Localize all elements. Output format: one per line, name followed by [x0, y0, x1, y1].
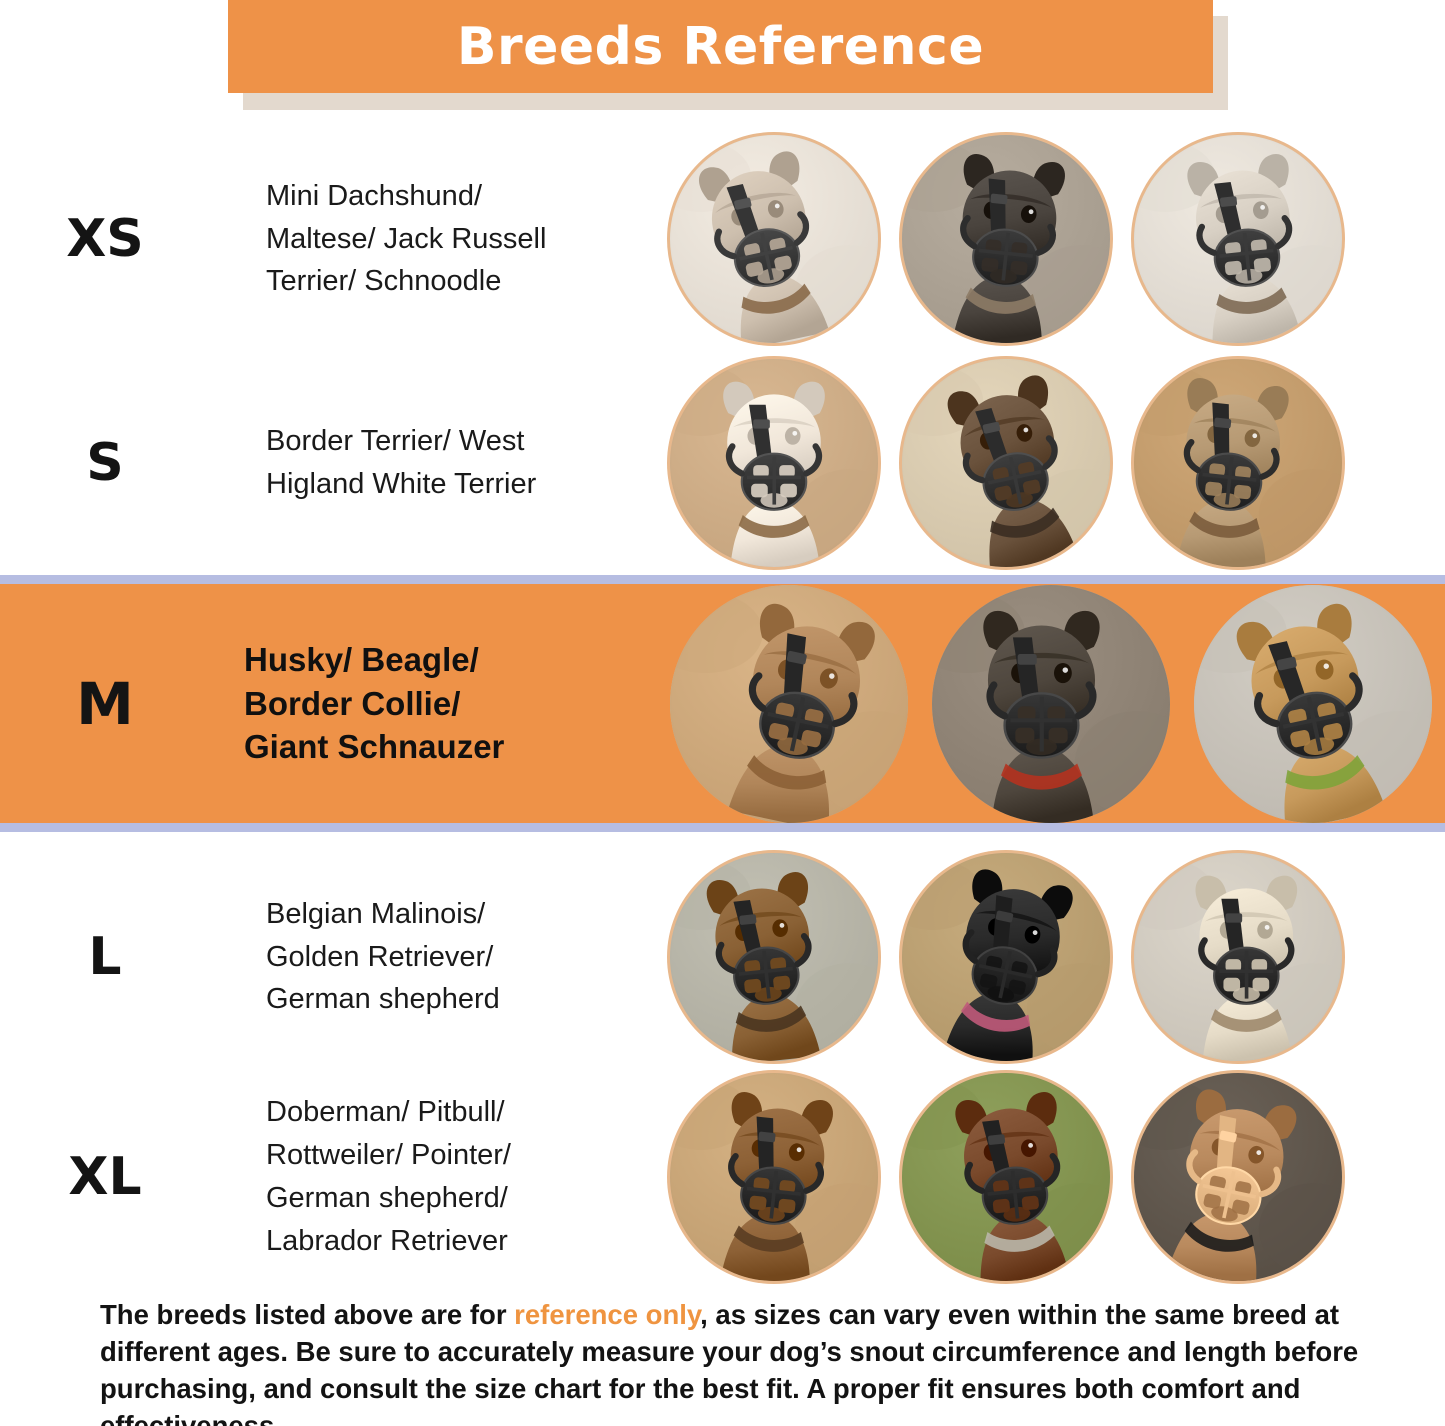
- header-banner: Breeds Reference: [228, 0, 1213, 93]
- photo-s-2: [902, 359, 1110, 567]
- photo-xl-3: [1134, 1073, 1342, 1281]
- photo-group-m: [660, 584, 1445, 823]
- photo-l-3: [1134, 853, 1342, 1061]
- photo-xs-2: [902, 135, 1110, 343]
- photo-xl-1: [670, 1073, 878, 1281]
- size-row-s: S Border Terrier/ West Higland White Terri…: [0, 352, 1445, 574]
- breed-line: Higland White Terrier: [266, 468, 537, 500]
- photo-l-1: [670, 853, 878, 1061]
- size-label-xl: XL: [68, 1147, 142, 1207]
- size-row-xl: XL Doberman/ Pitbull/Rottweiler/ Pointer/…: [0, 1066, 1445, 1288]
- photo-xs-1: [670, 135, 878, 343]
- breed-line: Giant Schnauzer: [244, 728, 505, 766]
- photo-m-1: [670, 584, 908, 823]
- photo-group-xs: [660, 135, 1445, 343]
- photo-m-3: [1194, 584, 1432, 823]
- photo-s-1: [670, 359, 878, 567]
- breed-line: Belgian Malinois/: [266, 897, 486, 930]
- breed-list-s: Border Terrier/ West Higland White Terrie…: [210, 420, 660, 506]
- photo-xs-3: [1134, 135, 1342, 343]
- breed-line: Husky/ Beagle/: [244, 640, 479, 678]
- photo-l-2: [902, 853, 1110, 1061]
- breed-list-l: Belgian Malinois/Golden Retriever/German…: [210, 893, 660, 1022]
- breed-line: German shepherd: [266, 983, 500, 1016]
- breed-list-xl: Doberman/ Pitbull/Rottweiler/ Pointer/Ge…: [210, 1091, 660, 1263]
- size-row-l: L Belgian Malinois/Golden Retriever/Germa…: [0, 846, 1445, 1068]
- breed-line: Mini Dachshund/: [266, 179, 482, 212]
- size-label-s: S: [86, 433, 124, 493]
- breed-line: Golden Retriever/: [266, 940, 494, 973]
- photo-group-s: [660, 359, 1445, 567]
- page-title: Breeds Reference: [456, 16, 985, 77]
- breed-line: Border Collie/: [244, 684, 461, 722]
- size-label-m: M: [76, 669, 134, 738]
- photo-group-xl: [660, 1073, 1445, 1281]
- photo-s-3: [1134, 359, 1342, 567]
- breed-line: Doberman/ Pitbull/: [266, 1096, 505, 1129]
- breed-list-xs: Mini Dachshund/Maltese/ Jack Russell Terr…: [210, 175, 660, 304]
- photo-m-2: [932, 584, 1170, 823]
- breed-line: Labrador Retriever: [266, 1224, 508, 1257]
- photo-xl-2: [902, 1073, 1110, 1281]
- breed-line: Border Terrier/ West: [266, 425, 525, 458]
- breed-line: German shepherd/: [266, 1182, 508, 1214]
- size-label-xs: XS: [66, 209, 144, 269]
- size-row-xs: XS Mini Dachshund/Maltese/ Jack Russell Te…: [0, 128, 1445, 350]
- breed-line: Rottweiler/ Pointer/: [266, 1139, 511, 1172]
- footer-text: The breeds listed above are for: [100, 1299, 515, 1330]
- size-row-m: M Husky/ Beagle/Border Collie/Giant Schna…: [0, 575, 1445, 832]
- footer-accent-text: reference only: [514, 1299, 701, 1330]
- footer-text: , as sizes can vary even within the same…: [100, 1299, 1359, 1426]
- breed-line: Maltese/ Jack Russell: [266, 222, 547, 255]
- footer-disclaimer: The breeds listed above are for referenc…: [100, 1296, 1365, 1426]
- photo-group-l: [660, 853, 1445, 1061]
- size-label-l: L: [88, 927, 122, 987]
- breed-list-m: Husky/ Beagle/Border Collie/Giant Schnau…: [210, 638, 660, 770]
- breed-line: Terrier/ Schnoodle: [266, 265, 502, 298]
